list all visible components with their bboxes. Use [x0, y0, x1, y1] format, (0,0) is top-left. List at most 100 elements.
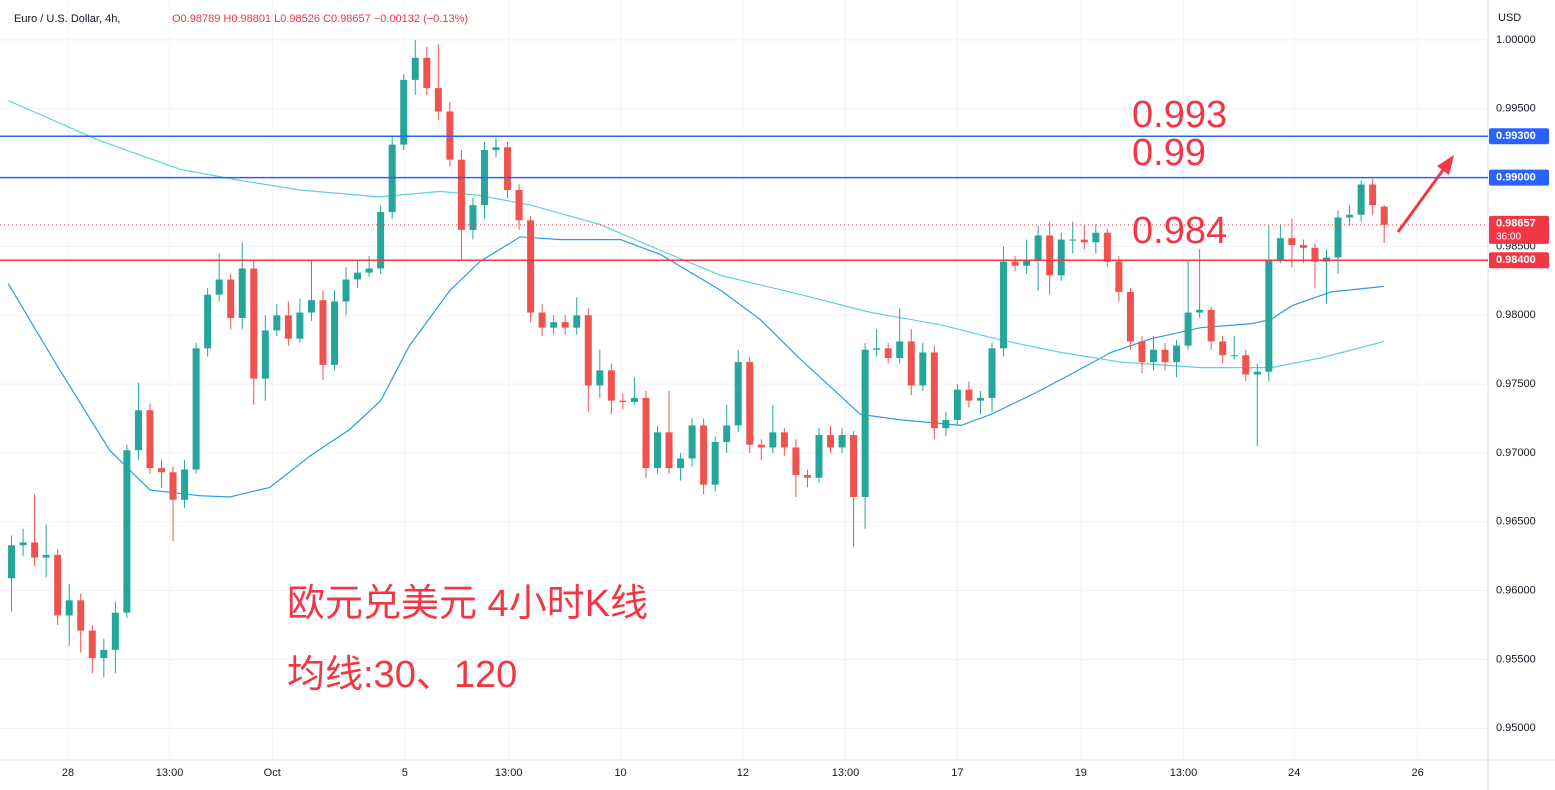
candle-body [319, 300, 327, 365]
candle-body [1207, 309, 1215, 342]
plot [7, 39, 1388, 678]
candle-body [1080, 239, 1088, 243]
candle-body [550, 322, 558, 328]
y-tick-label: 0.95500 [1496, 653, 1536, 665]
annotation: 0.993 [1132, 94, 1227, 136]
candle-body [988, 348, 996, 398]
candle-body [204, 294, 212, 349]
candle-body [146, 410, 154, 469]
candle-body [896, 341, 904, 358]
caption: 均线:30、120 [287, 654, 517, 696]
candle-body [8, 545, 16, 579]
level-tag [1489, 169, 1549, 186]
candle-body [250, 268, 258, 379]
candle-body [1034, 235, 1042, 261]
candle-body [469, 205, 477, 230]
candle-body [769, 432, 777, 448]
x-tick-label: 13:00 [495, 767, 523, 779]
candle-body [1057, 239, 1065, 276]
candle-body [1334, 217, 1342, 258]
candle-body [607, 370, 615, 401]
candle-body [1023, 260, 1031, 266]
x-tick-label: 17 [951, 767, 963, 779]
caption: 欧元兑美元 4小时K线 [287, 583, 648, 625]
candle-body [815, 435, 823, 478]
candle-body [792, 447, 800, 475]
annotation: 0.984 [1132, 210, 1227, 252]
candle-body [907, 341, 915, 386]
candle-body [942, 419, 950, 429]
candle-body [169, 472, 177, 500]
candle-body [584, 315, 592, 386]
candle-body [1011, 261, 1019, 266]
candle-body [711, 441, 719, 485]
candle-body [1092, 232, 1100, 243]
x-tick-label: 28 [62, 767, 74, 779]
candle-body [238, 268, 246, 319]
candle-body [31, 542, 39, 558]
y-tick-label: 0.97000 [1496, 447, 1536, 459]
candle-body [1346, 214, 1354, 218]
current-price-label: 0.98657 [1496, 218, 1536, 230]
candle-body [734, 362, 742, 426]
candle-body [377, 212, 385, 269]
candle-body [1265, 260, 1273, 372]
candle-body [111, 612, 119, 650]
candle-body [1242, 355, 1250, 375]
candle-body [919, 352, 927, 386]
candle-body [538, 312, 546, 328]
candle-body [100, 649, 108, 659]
candle-body [42, 554, 50, 558]
candle-body [688, 425, 696, 459]
candle-body [504, 147, 512, 190]
level-label: 0.99300 [1496, 130, 1536, 142]
y-tick-label: 0.98000 [1496, 309, 1536, 321]
y-tick-label: 0.95000 [1496, 722, 1536, 734]
candle-body [953, 389, 961, 420]
candle-body [965, 389, 973, 401]
candle-body [930, 352, 938, 429]
candle-body [1311, 247, 1319, 262]
candle-body [1288, 238, 1296, 246]
candle-body [1380, 206, 1388, 225]
candle-body [1149, 349, 1157, 363]
candle-body [1000, 261, 1008, 349]
candle-body [354, 272, 362, 280]
level-tag [1489, 252, 1549, 269]
annotation: 0.99 [1132, 132, 1206, 174]
candle-body [700, 425, 708, 485]
current-price-tag [1489, 215, 1549, 244]
candle-body [850, 435, 858, 498]
candle-body [884, 348, 892, 358]
candle-body [573, 315, 581, 328]
candle-body [527, 220, 535, 313]
candle-body [411, 57, 419, 80]
candle-body [677, 458, 685, 469]
candle-body [1196, 309, 1204, 313]
candle-body [1219, 341, 1227, 356]
x-tick-label: 10 [614, 767, 626, 779]
candle-body [1299, 245, 1307, 248]
x-tick-label: 13:00 [156, 767, 184, 779]
candle-body [19, 542, 27, 546]
candle-body [861, 349, 869, 498]
x-tick-label: Oct [264, 767, 281, 779]
candle-body [134, 410, 142, 451]
candle-body [803, 475, 811, 478]
candle-body [1069, 239, 1077, 241]
x-tick-label: 26 [1412, 767, 1424, 779]
candle-body [642, 397, 650, 469]
candle-body [492, 147, 500, 151]
candle-body [665, 432, 673, 469]
candle-body [1357, 184, 1365, 215]
x-tick-label: 19 [1075, 767, 1087, 779]
candle-body [342, 279, 350, 302]
level-tag [1489, 128, 1549, 145]
candle-body [192, 348, 200, 470]
candle-body [65, 600, 73, 616]
candle-body [561, 322, 569, 328]
y-tick-label: 1.00000 [1496, 34, 1536, 46]
candle-body [261, 330, 269, 379]
